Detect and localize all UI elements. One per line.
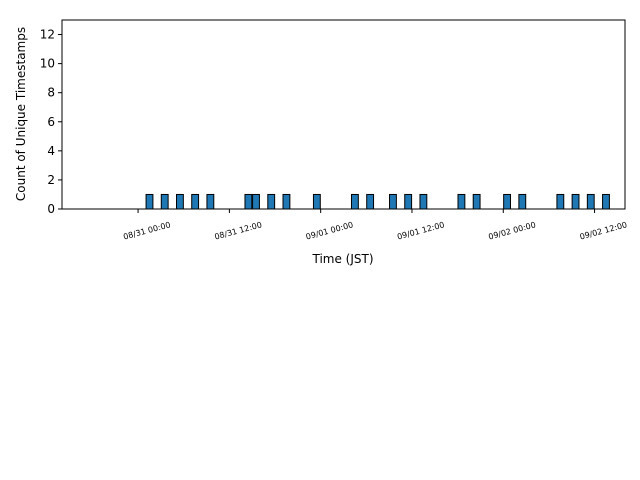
bar: [267, 193, 276, 210]
y-tick-label: 4: [47, 144, 55, 158]
y-tick-label: 0: [47, 202, 55, 216]
bar: [282, 193, 291, 210]
bar: [252, 193, 260, 210]
bar: [472, 193, 481, 210]
plot-frame: [61, 19, 626, 210]
y-tick-label: 12: [40, 28, 55, 42]
bar: [586, 193, 595, 210]
bar: [457, 193, 466, 210]
bar: [145, 193, 154, 210]
y-axis-label: Count of Unique Timestamps: [14, 27, 28, 201]
bar: [571, 193, 580, 210]
bar: [389, 193, 397, 210]
bar: [419, 193, 428, 210]
y-tick-label: 10: [40, 57, 55, 71]
x-axis-label: Time (JST): [311, 252, 373, 266]
y-tick-label: 2: [47, 173, 55, 187]
y-tick-label: 6: [47, 115, 55, 129]
bar: [244, 193, 253, 210]
bar: [350, 193, 359, 210]
bar: [176, 193, 184, 210]
bar: [312, 193, 321, 210]
bar: [404, 193, 413, 210]
y-tick-label: 8: [47, 86, 55, 100]
bar: [503, 193, 511, 210]
bar: [556, 193, 565, 210]
bar: [518, 193, 527, 210]
bar: [206, 193, 215, 210]
bar: [191, 193, 200, 210]
bar: [602, 193, 610, 210]
bar: [366, 193, 375, 210]
bar: [160, 193, 169, 210]
